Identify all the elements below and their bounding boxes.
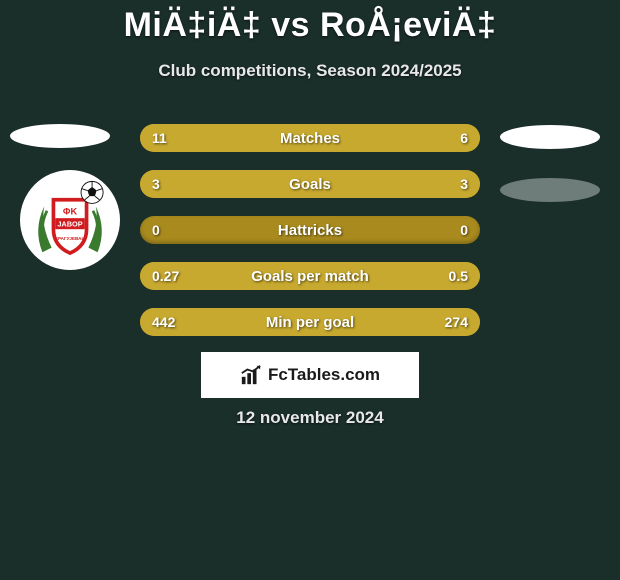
stat-right-value: 0.5 <box>449 268 468 284</box>
stat-left-value: 11 <box>152 130 167 146</box>
date-text: 12 november 2024 <box>0 408 620 428</box>
stat-row-hattricks: 0 Hattricks 0 <box>140 216 480 244</box>
stat-label: Goals <box>289 176 331 193</box>
stat-row-mpg: 442 Min per goal 274 <box>140 308 480 336</box>
stat-row-goals: 3 Goals 3 <box>140 170 480 198</box>
stat-right-value: 6 <box>460 130 468 146</box>
stat-right-value: 0 <box>460 222 468 238</box>
stat-fill-left <box>140 170 310 198</box>
stat-label: Hattricks <box>278 222 342 239</box>
stat-left-value: 0.27 <box>152 268 179 284</box>
stat-left-value: 0 <box>152 222 160 238</box>
stat-row-matches: 11 Matches 6 <box>140 124 480 152</box>
svg-text:JABOP: JABOP <box>57 219 82 228</box>
stat-row-gpm: 0.27 Goals per match 0.5 <box>140 262 480 290</box>
stat-label: Min per goal <box>266 314 354 331</box>
stat-right-value: 3 <box>460 176 468 192</box>
stat-left-value: 3 <box>152 176 160 192</box>
stat-right-value: 274 <box>445 314 468 330</box>
brand-text: FcTables.com <box>268 365 380 385</box>
stat-label: Matches <box>280 130 340 147</box>
brand-logo: FcTables.com <box>201 352 419 398</box>
player-right-placeholder-2 <box>500 178 600 202</box>
svg-text:ΦK: ΦK <box>63 206 78 216</box>
player-right-placeholder <box>500 125 600 149</box>
player-left-placeholder <box>10 124 110 148</box>
club-crest: ΦK JABOP КРАГУЈЕВАЦ <box>20 170 120 270</box>
page-subtitle: Club competitions, Season 2024/2025 <box>0 61 620 81</box>
stat-label: Goals per match <box>251 268 369 285</box>
chart-icon <box>240 364 262 386</box>
svg-text:КРАГУЈЕВАЦ: КРАГУЈЕВАЦ <box>55 236 85 241</box>
page-title: MiÄ‡iÄ‡ vs RoÅ¡eviÄ‡ <box>0 0 620 45</box>
stat-left-value: 442 <box>152 314 175 330</box>
stat-fill-right <box>310 170 480 198</box>
crest-svg: ΦK JABOP КРАГУЈЕВАЦ <box>24 174 116 266</box>
stats-container: 11 Matches 6 3 Goals 3 0 Hattricks 0 0.2… <box>140 124 480 354</box>
